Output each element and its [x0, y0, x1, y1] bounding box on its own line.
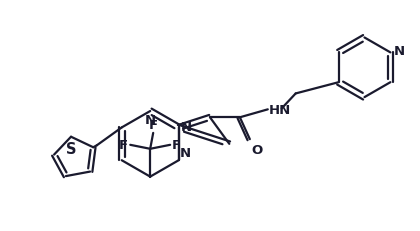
Text: F: F	[119, 139, 128, 152]
Text: N: N	[181, 120, 192, 133]
Text: N: N	[180, 147, 191, 160]
Text: N: N	[394, 45, 404, 58]
Text: HN: HN	[269, 103, 291, 116]
Text: S: S	[66, 141, 76, 156]
Text: O: O	[252, 143, 263, 156]
Text: F: F	[149, 119, 158, 131]
Text: F: F	[172, 139, 181, 152]
Text: N: N	[144, 113, 156, 126]
